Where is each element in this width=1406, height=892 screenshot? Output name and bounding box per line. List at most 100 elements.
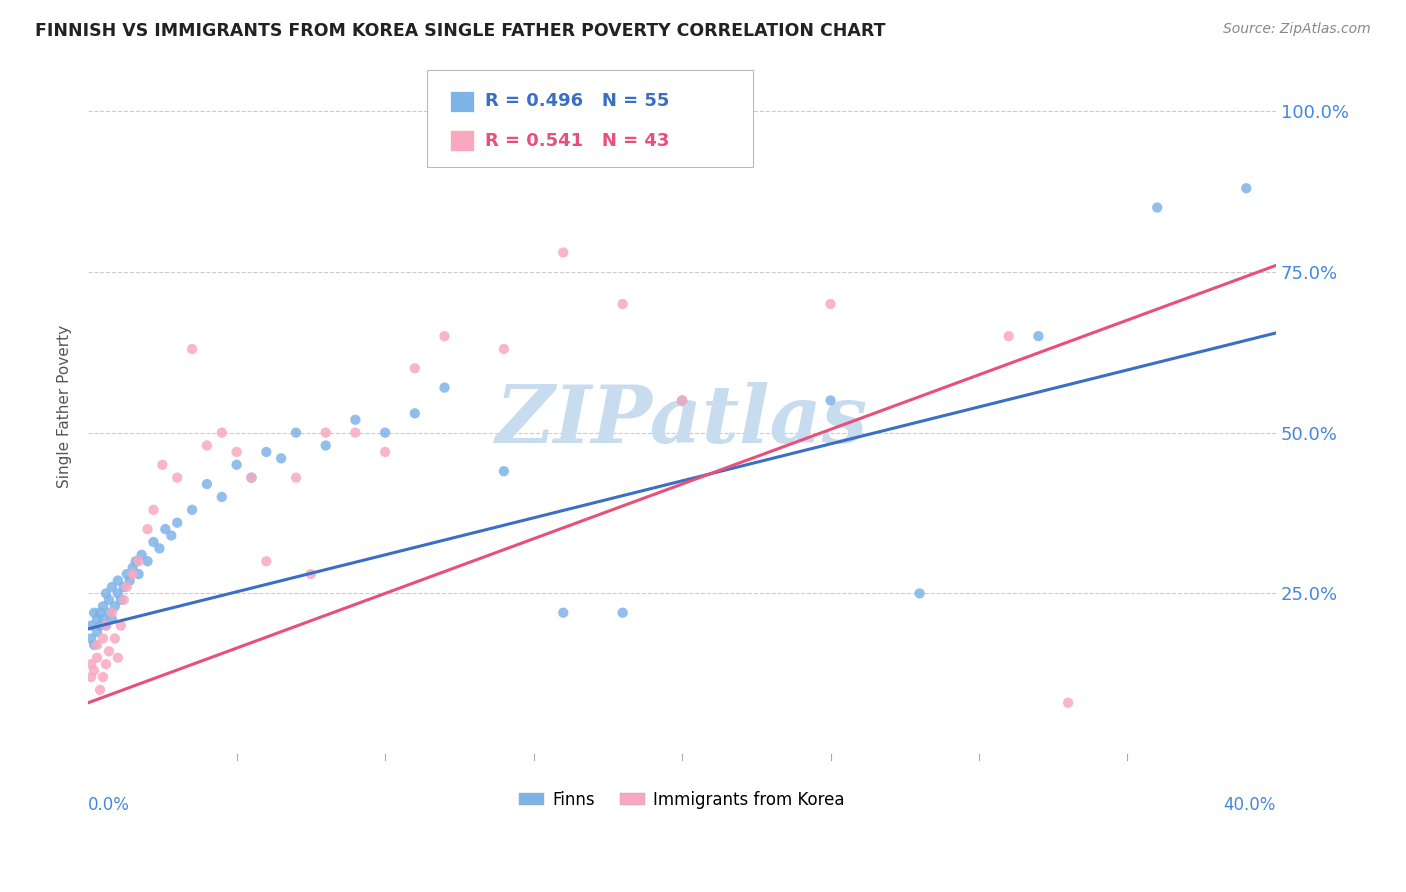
Point bbox=[155, 522, 177, 536]
Point bbox=[820, 393, 842, 408]
Point bbox=[671, 393, 693, 408]
Point bbox=[150, 458, 173, 472]
Point bbox=[1057, 696, 1080, 710]
Point bbox=[86, 638, 108, 652]
Point bbox=[315, 425, 337, 440]
Point bbox=[553, 606, 575, 620]
Text: FINNISH VS IMMIGRANTS FROM KOREA SINGLE FATHER POVERTY CORRELATION CHART: FINNISH VS IMMIGRANTS FROM KOREA SINGLE … bbox=[35, 22, 886, 40]
Point bbox=[86, 625, 108, 640]
Point bbox=[404, 361, 426, 376]
Point bbox=[101, 612, 124, 626]
Point bbox=[110, 618, 132, 632]
Point bbox=[131, 548, 153, 562]
Point bbox=[254, 554, 277, 568]
Y-axis label: Single Father Poverty: Single Father Poverty bbox=[58, 326, 72, 489]
Point bbox=[181, 503, 204, 517]
Text: R = 0.496   N = 55: R = 0.496 N = 55 bbox=[485, 92, 669, 111]
Point bbox=[80, 670, 103, 684]
Point bbox=[195, 477, 218, 491]
Point bbox=[142, 535, 165, 549]
Point bbox=[83, 638, 105, 652]
Point bbox=[433, 381, 456, 395]
Point bbox=[128, 567, 150, 582]
Point bbox=[97, 606, 120, 620]
Point bbox=[225, 458, 247, 472]
Point bbox=[195, 438, 218, 452]
FancyBboxPatch shape bbox=[426, 70, 754, 168]
Point bbox=[492, 342, 515, 356]
Point bbox=[89, 618, 111, 632]
Point bbox=[89, 682, 111, 697]
Point bbox=[997, 329, 1019, 343]
Point bbox=[404, 406, 426, 420]
Point bbox=[112, 592, 135, 607]
Point bbox=[1146, 201, 1168, 215]
Point bbox=[101, 580, 124, 594]
Point bbox=[86, 650, 108, 665]
Point bbox=[121, 560, 143, 574]
Text: Source: ZipAtlas.com: Source: ZipAtlas.com bbox=[1223, 22, 1371, 37]
Point bbox=[612, 297, 634, 311]
Point bbox=[285, 470, 308, 484]
Point bbox=[91, 612, 114, 626]
Point bbox=[225, 445, 247, 459]
Point bbox=[820, 297, 842, 311]
Point bbox=[148, 541, 170, 556]
Legend: Finns, Immigrants from Korea: Finns, Immigrants from Korea bbox=[513, 784, 852, 815]
Text: 0.0%: 0.0% bbox=[89, 796, 129, 814]
Point bbox=[181, 342, 204, 356]
Point bbox=[83, 664, 105, 678]
Point bbox=[553, 245, 575, 260]
Point bbox=[166, 470, 188, 484]
Point bbox=[166, 516, 188, 530]
Point bbox=[94, 618, 117, 632]
Point bbox=[83, 606, 105, 620]
Point bbox=[254, 445, 277, 459]
Text: R = 0.541   N = 43: R = 0.541 N = 43 bbox=[485, 132, 669, 150]
Point bbox=[270, 451, 292, 466]
Bar bbox=[450, 130, 474, 152]
Point bbox=[1028, 329, 1050, 343]
Point bbox=[433, 329, 456, 343]
Point bbox=[94, 586, 117, 600]
Point bbox=[128, 554, 150, 568]
Point bbox=[94, 657, 117, 672]
Point bbox=[1234, 181, 1257, 195]
Point bbox=[112, 580, 135, 594]
Point bbox=[89, 606, 111, 620]
Point bbox=[136, 522, 159, 536]
Point bbox=[94, 618, 117, 632]
Point bbox=[211, 425, 233, 440]
Point bbox=[612, 606, 634, 620]
Point bbox=[115, 580, 138, 594]
Point bbox=[118, 574, 141, 588]
Point bbox=[107, 574, 129, 588]
Point bbox=[91, 670, 114, 684]
Point bbox=[104, 599, 127, 614]
Point bbox=[80, 657, 103, 672]
Bar bbox=[450, 91, 474, 112]
Point bbox=[124, 554, 146, 568]
Point bbox=[671, 393, 693, 408]
Point bbox=[104, 632, 127, 646]
Point bbox=[115, 567, 138, 582]
Point bbox=[160, 528, 183, 542]
Point bbox=[80, 618, 103, 632]
Point bbox=[107, 650, 129, 665]
Point bbox=[86, 612, 108, 626]
Text: 40.0%: 40.0% bbox=[1223, 796, 1277, 814]
Point bbox=[97, 644, 120, 658]
Point bbox=[315, 438, 337, 452]
Point bbox=[142, 503, 165, 517]
Point bbox=[91, 632, 114, 646]
Point bbox=[374, 445, 396, 459]
Point bbox=[110, 592, 132, 607]
Point bbox=[492, 464, 515, 478]
Point bbox=[240, 470, 263, 484]
Point bbox=[211, 490, 233, 504]
Point bbox=[136, 554, 159, 568]
Point bbox=[374, 425, 396, 440]
Point bbox=[908, 586, 931, 600]
Point bbox=[101, 606, 124, 620]
Point bbox=[91, 599, 114, 614]
